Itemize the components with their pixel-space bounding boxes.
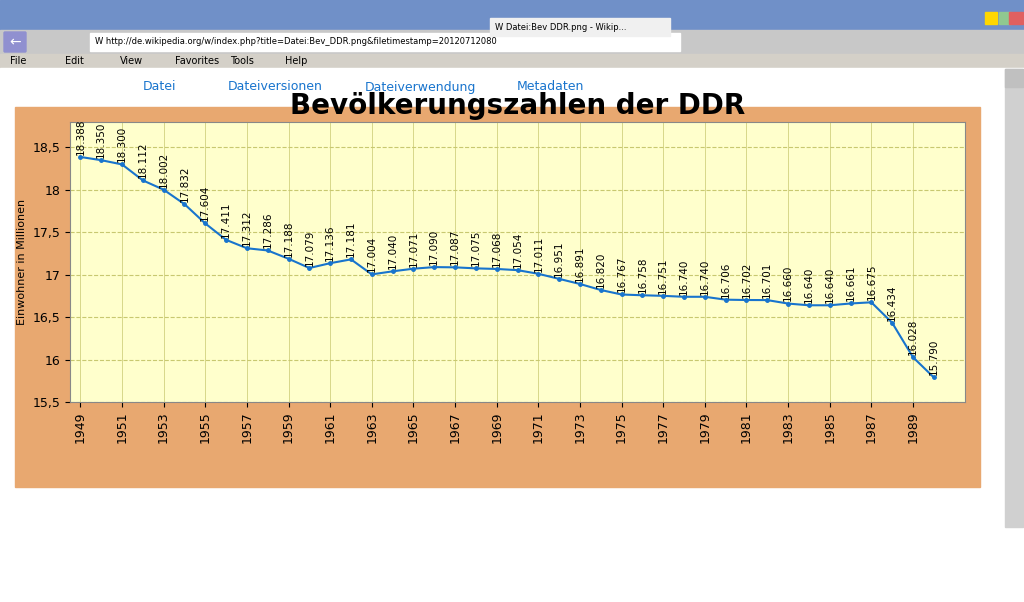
Text: 18.112: 18.112 xyxy=(138,141,147,178)
Text: 17.286: 17.286 xyxy=(263,212,272,249)
Text: 17.054: 17.054 xyxy=(512,232,522,268)
Text: 17.040: 17.040 xyxy=(388,233,397,269)
Text: 17.312: 17.312 xyxy=(242,209,252,246)
Text: 16.820: 16.820 xyxy=(596,252,606,288)
Text: Edit: Edit xyxy=(65,56,84,66)
Bar xyxy=(90,33,680,51)
Text: 16.701: 16.701 xyxy=(762,262,772,298)
Text: 16.028: 16.028 xyxy=(908,318,918,355)
Bar xyxy=(0,0,1024,30)
Text: 17.090: 17.090 xyxy=(429,229,439,265)
Text: 17.604: 17.604 xyxy=(201,185,210,222)
Text: 16.702: 16.702 xyxy=(741,261,752,298)
Text: Tools: Tools xyxy=(230,56,254,66)
Text: Favorites: Favorites xyxy=(175,56,219,66)
Text: 16.661: 16.661 xyxy=(846,265,855,302)
Text: View: View xyxy=(120,56,143,66)
Text: 17.079: 17.079 xyxy=(304,229,314,266)
Bar xyxy=(1005,69,1023,527)
Bar xyxy=(15,107,980,487)
Text: 17.411: 17.411 xyxy=(221,201,231,238)
Text: 18.388: 18.388 xyxy=(76,119,85,155)
Bar xyxy=(15,72,830,102)
Text: 17.832: 17.832 xyxy=(179,166,189,202)
Text: 17.004: 17.004 xyxy=(367,236,377,272)
Title: Bevölkerungszahlen der DDR: Bevölkerungszahlen der DDR xyxy=(290,92,745,120)
Bar xyxy=(985,12,997,24)
Text: 16.640: 16.640 xyxy=(804,267,814,303)
Text: 16.706: 16.706 xyxy=(721,261,731,297)
Bar xyxy=(0,30,1024,54)
Text: 16.758: 16.758 xyxy=(637,256,647,293)
Text: 16.751: 16.751 xyxy=(658,257,669,294)
Text: 16.640: 16.640 xyxy=(824,267,835,303)
Text: 17.188: 17.188 xyxy=(284,220,294,256)
Text: 16.434: 16.434 xyxy=(887,284,897,321)
Text: 17.181: 17.181 xyxy=(346,221,356,257)
Y-axis label: Einwohner in Millionen: Einwohner in Millionen xyxy=(16,199,27,325)
Text: W Datei:Bev DDR.png - Wikip...: W Datei:Bev DDR.png - Wikip... xyxy=(495,22,627,31)
Text: W http://de.wikipedia.org/w/index.php?title=Datei:Bev_DDR.png&filetimestamp=2012: W http://de.wikipedia.org/w/index.php?ti… xyxy=(95,37,497,46)
Text: Datei: Datei xyxy=(143,81,177,93)
Text: 17.071: 17.071 xyxy=(409,230,419,267)
Text: 15.790: 15.790 xyxy=(929,339,939,375)
Text: 16.660: 16.660 xyxy=(783,265,793,302)
Text: 17.068: 17.068 xyxy=(492,231,502,267)
Text: File: File xyxy=(10,56,27,66)
FancyBboxPatch shape xyxy=(4,32,26,52)
Text: 17.075: 17.075 xyxy=(471,230,481,266)
Text: Dateiversionen: Dateiversionen xyxy=(227,81,323,93)
Bar xyxy=(1009,12,1023,24)
Text: 16.951: 16.951 xyxy=(554,240,564,277)
Bar xyxy=(0,68,1024,602)
Text: Metadaten: Metadaten xyxy=(516,81,584,93)
Text: Help: Help xyxy=(285,56,307,66)
Bar xyxy=(999,12,1011,24)
Text: 18.002: 18.002 xyxy=(159,151,169,188)
Text: 17.087: 17.087 xyxy=(451,229,460,265)
Text: 16.891: 16.891 xyxy=(574,246,585,282)
Text: 18.350: 18.350 xyxy=(96,122,106,158)
Text: ←: ← xyxy=(9,35,20,49)
Bar xyxy=(1005,69,1023,87)
Bar xyxy=(490,18,670,36)
Text: 17.011: 17.011 xyxy=(534,235,544,272)
Text: 18.300: 18.300 xyxy=(117,126,127,163)
Text: 16.767: 16.767 xyxy=(616,256,627,293)
Text: 16.740: 16.740 xyxy=(679,258,689,294)
Text: 16.675: 16.675 xyxy=(866,264,877,300)
Text: Dateiverwendung: Dateiverwendung xyxy=(365,81,476,93)
Text: 17.136: 17.136 xyxy=(326,225,335,261)
Text: 16.740: 16.740 xyxy=(699,258,710,294)
Bar xyxy=(0,54,1024,68)
